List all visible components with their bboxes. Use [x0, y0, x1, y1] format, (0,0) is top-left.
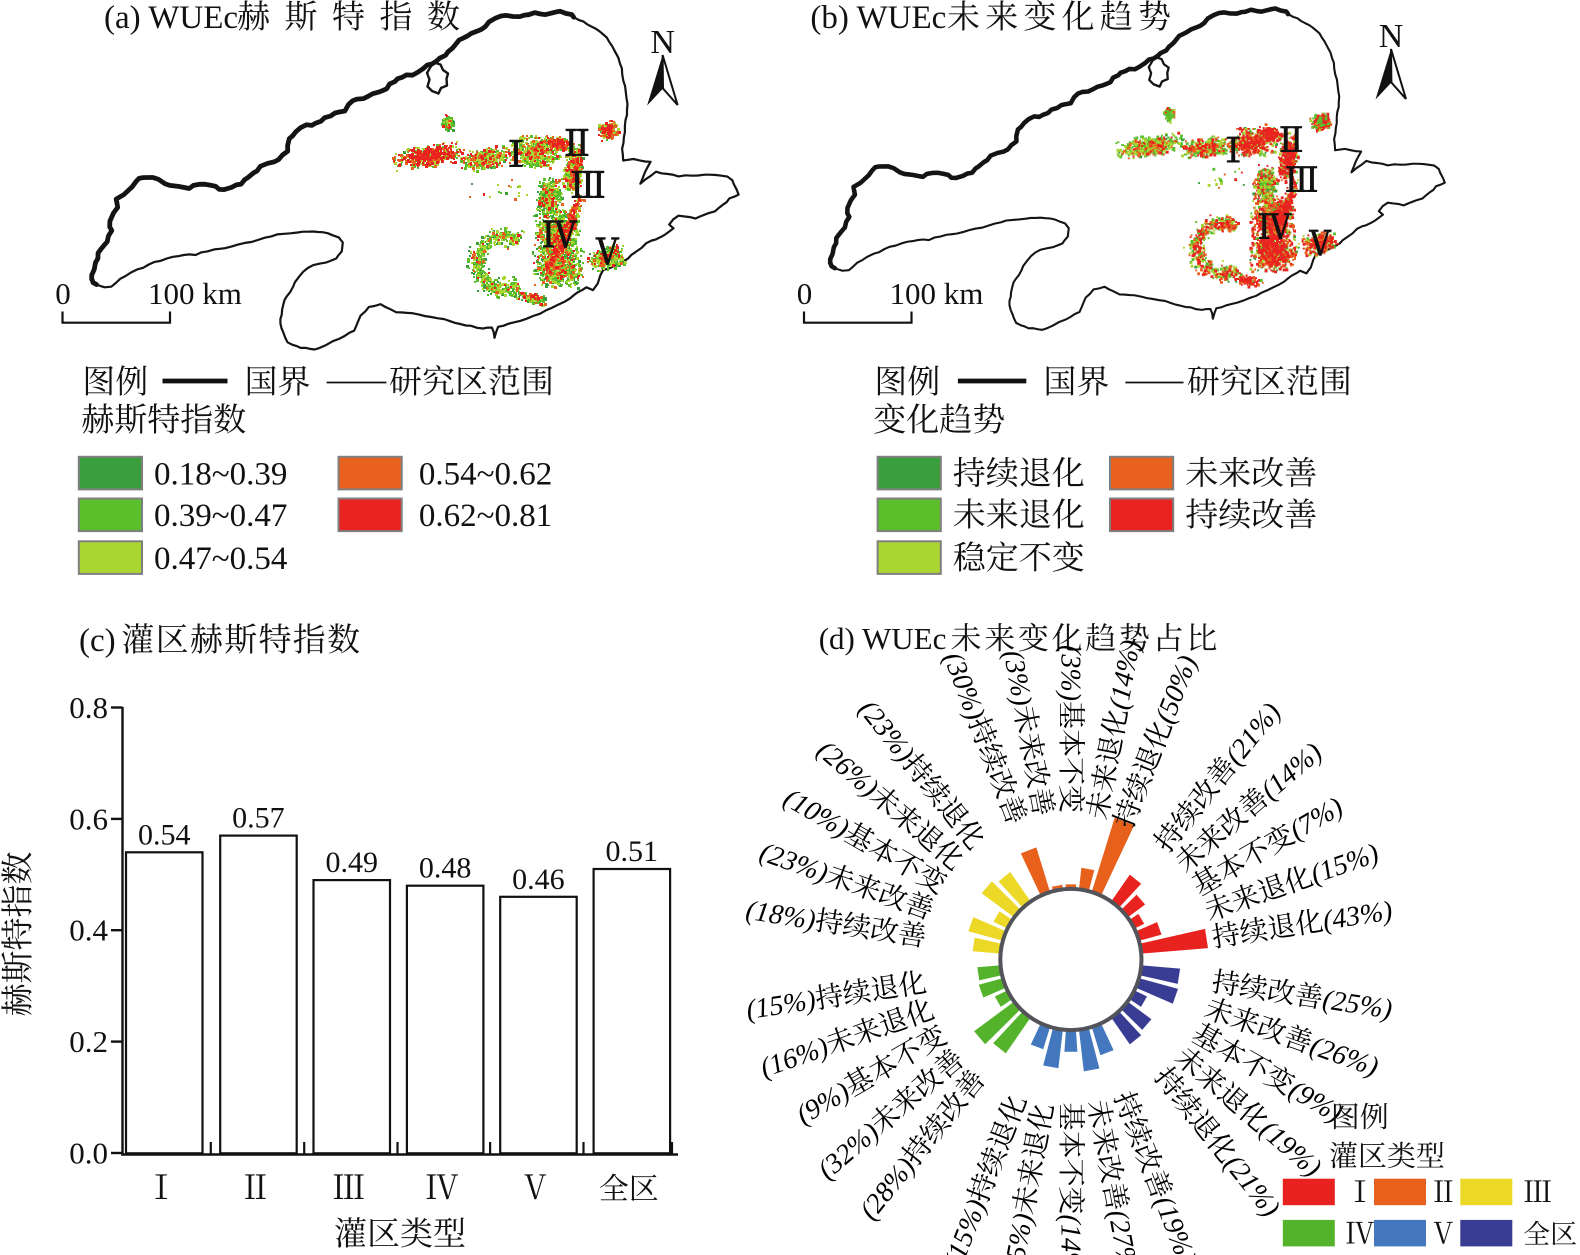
- svg-text:未来变化趋势: 未来变化趋势: [947, 0, 1176, 36]
- svg-text:未来变化趋势占比: 未来变化趋势占比: [951, 621, 1221, 656]
- svg-text:稳定不变: 稳定不变: [953, 541, 1085, 577]
- svg-text:赫斯特指数: 赫斯特指数: [237, 0, 475, 36]
- svg-text:0: 0: [797, 276, 813, 311]
- svg-text:Ⅰ: Ⅰ: [145, 1171, 178, 1207]
- svg-text:Ⅴ: Ⅴ: [1304, 226, 1337, 263]
- svg-text:0: 0: [55, 276, 71, 311]
- svg-text:Ⅳ: Ⅳ: [542, 216, 577, 255]
- svg-text:0.62~0.81: 0.62~0.81: [419, 498, 552, 534]
- svg-text:Ⅱ: Ⅱ: [239, 1171, 272, 1207]
- svg-text:未来退化: 未来退化: [953, 498, 1085, 534]
- svg-text:灌区赫斯特指数: 灌区赫斯特指数: [121, 623, 361, 659]
- svg-text:基本不变(14%): 基本不变(14%): [1054, 1103, 1085, 1255]
- svg-text:赫斯特指数: 赫斯特指数: [81, 403, 246, 439]
- svg-text:Ⅴ: Ⅴ: [519, 1171, 552, 1207]
- svg-text:0.48: 0.48: [419, 852, 472, 885]
- svg-text:(c): (c): [79, 623, 116, 659]
- svg-text:0.57: 0.57: [232, 802, 285, 835]
- svg-text:0.54: 0.54: [138, 818, 191, 851]
- svg-text:Ⅰ: Ⅰ: [498, 136, 533, 175]
- svg-text:Ⅰ: Ⅰ: [1346, 1177, 1375, 1209]
- svg-text:Ⅳ: Ⅳ: [1258, 210, 1292, 247]
- svg-text:(b) WUEc: (b) WUEc: [810, 0, 946, 36]
- svg-text:100 km: 100 km: [148, 276, 242, 311]
- svg-text:(a) WUEc: (a) WUEc: [104, 0, 238, 36]
- svg-text:Ⅲ: Ⅲ: [1523, 1177, 1552, 1209]
- svg-text:研究区范围: 研究区范围: [1187, 364, 1352, 401]
- svg-text:0.4: 0.4: [69, 913, 108, 948]
- svg-text:Ⅴ: Ⅴ: [590, 233, 625, 272]
- svg-text:100 km: 100 km: [890, 276, 984, 311]
- svg-text:灌区类型: 灌区类型: [334, 1217, 466, 1253]
- svg-text:图例: 图例: [82, 365, 148, 401]
- svg-text:N: N: [1379, 18, 1404, 55]
- svg-text:0.46: 0.46: [512, 863, 565, 896]
- svg-text:0.8: 0.8: [69, 690, 108, 725]
- svg-text:Ⅳ: Ⅳ: [426, 1171, 459, 1207]
- svg-text:N: N: [650, 24, 675, 61]
- svg-text:变化趋势: 变化趋势: [873, 403, 1005, 439]
- svg-text:图例: 图例: [874, 365, 940, 401]
- svg-text:0.47~0.54: 0.47~0.54: [154, 541, 287, 577]
- svg-text:Ⅲ: Ⅲ: [1285, 163, 1318, 200]
- svg-text:Ⅱ: Ⅱ: [559, 125, 594, 164]
- svg-text:(d) WUEc: (d) WUEc: [819, 621, 947, 656]
- svg-text:0.0: 0.0: [69, 1136, 108, 1171]
- svg-text:图例: 图例: [1331, 1102, 1389, 1134]
- svg-text:国界: 国界: [1043, 365, 1109, 401]
- svg-text:Ⅳ: Ⅳ: [1346, 1218, 1375, 1250]
- svg-text:Ⅱ: Ⅱ: [1275, 123, 1308, 160]
- svg-text:(3%)基本不变: (3%)基本不变: [1054, 645, 1085, 813]
- svg-text:0.54~0.62: 0.54~0.62: [419, 456, 552, 492]
- svg-text:0.2: 0.2: [69, 1024, 108, 1059]
- svg-text:灌区类型: 灌区类型: [1329, 1141, 1445, 1173]
- svg-text:Ⅴ: Ⅴ: [1429, 1218, 1458, 1250]
- svg-text:研究区范围: 研究区范围: [389, 364, 554, 401]
- svg-text:Ⅲ: Ⅲ: [570, 167, 605, 206]
- svg-text:0.6: 0.6: [69, 801, 108, 836]
- svg-text:持续退化: 持续退化: [953, 456, 1085, 492]
- svg-text:0.39~0.47: 0.39~0.47: [154, 498, 287, 534]
- svg-text:Ⅲ: Ⅲ: [332, 1171, 365, 1207]
- svg-text:0.51: 0.51: [606, 835, 659, 868]
- svg-text:Ⅱ: Ⅱ: [1429, 1177, 1458, 1209]
- svg-text:赫斯特指数: 赫斯特指数: [1, 852, 37, 1017]
- svg-text:0.49: 0.49: [325, 846, 378, 879]
- svg-text:全区: 全区: [1523, 1219, 1577, 1249]
- svg-text:0.18~0.39: 0.18~0.39: [154, 456, 287, 492]
- svg-text:Ⅰ: Ⅰ: [1217, 133, 1250, 170]
- svg-text:未来改善: 未来改善: [1185, 456, 1317, 492]
- svg-text:持续改善: 持续改善: [1185, 498, 1317, 534]
- svg-text:全区: 全区: [599, 1173, 659, 1206]
- svg-text:国界: 国界: [245, 365, 311, 401]
